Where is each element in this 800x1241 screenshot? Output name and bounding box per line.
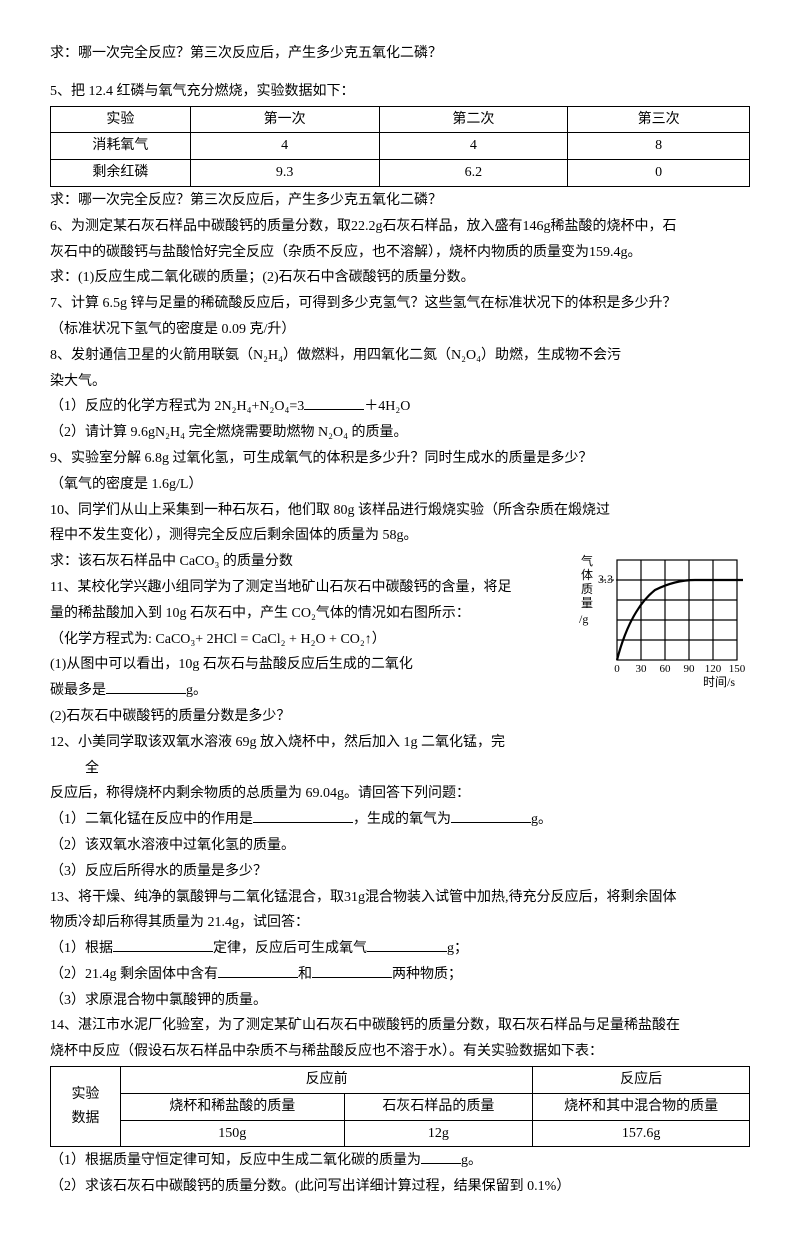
q12-l5: （3）反应后所得水的质量是多少？ bbox=[50, 860, 750, 884]
text: ，生成的氧气为 bbox=[353, 812, 451, 827]
blank-input[interactable] bbox=[451, 808, 531, 823]
x-label: 时间/s bbox=[703, 675, 735, 689]
q6-l3: 求：(1)反应生成二氧化碳的质量；(2)石灰石中含碳酸钙的质量分数。 bbox=[50, 266, 750, 290]
blank-input[interactable] bbox=[421, 1149, 461, 1164]
svg-text:150: 150 bbox=[729, 663, 746, 675]
blank-input[interactable] bbox=[253, 808, 353, 823]
y-label: 气 bbox=[581, 553, 593, 568]
q10-l1: 10、同学们从山上采集到一种石灰石，他们取 80g 该样品进行煅烧实验（所含杂质… bbox=[50, 499, 750, 523]
q10-l2: 程中不发生变化），测得完全反应后剩余固体的质量为 58g。 bbox=[50, 524, 750, 548]
blank-input[interactable] bbox=[106, 679, 186, 694]
q7-l2: （标准状况下氢气的密度是 0.09 克/升） bbox=[50, 318, 750, 342]
spacer bbox=[50, 68, 750, 78]
text: 和 bbox=[298, 967, 312, 982]
text: （1）根据质量守恒定律可知，反应中生成二氧化碳的质量为 bbox=[50, 1153, 421, 1168]
question-text: 求：哪一次完全反应？第三次反应后，产生多少克五氧化二磷？ bbox=[50, 42, 750, 66]
cell: 第三次 bbox=[568, 106, 750, 133]
cell: 反应前 bbox=[120, 1067, 532, 1094]
cell: 0 bbox=[568, 160, 750, 187]
y-unit: /g bbox=[579, 612, 588, 626]
cell: 消耗氧气 bbox=[51, 133, 191, 160]
cell: 剩余红磷 bbox=[51, 160, 191, 187]
y-label: 量 bbox=[581, 596, 593, 610]
y-tick-label: 3.3 bbox=[598, 572, 613, 586]
cell: 烧杯和其中混合物的质量 bbox=[533, 1093, 750, 1120]
cell: 第二次 bbox=[379, 106, 568, 133]
blank-input[interactable] bbox=[367, 937, 447, 952]
cell: 石灰石样品的质量 bbox=[344, 1093, 533, 1120]
cell: 6.2 bbox=[379, 160, 568, 187]
cell: 烧杯和稀盐酸的质量 bbox=[120, 1093, 344, 1120]
text: 定律，反应后可生成氧气 bbox=[213, 941, 367, 956]
q8-l3: （1）反应的化学方程式为 2N₂H₄+N₂O₄=3 ＋4H₂O bbox=[50, 395, 750, 419]
grid bbox=[617, 560, 737, 660]
q5-table: 实验 第一次 第二次 第三次 消耗氧气 4 4 8 剩余红磷 9.3 6.2 0 bbox=[50, 106, 750, 187]
q13-l3: （1）根据 定律，反应后可生成氧气 g； bbox=[50, 937, 750, 961]
text: （2）21.4g 剩余固体中含有 bbox=[50, 967, 218, 982]
q13-l1: 13、将干燥、纯净的氯酸钾与二氧化锰混合，取31g混合物装入试管中加热,待充分反… bbox=[50, 886, 750, 910]
cell: 8 bbox=[568, 133, 750, 160]
q14-l3: （1）根据质量守恒定律可知，反应中生成二氧化碳的质量为 g。 bbox=[50, 1149, 750, 1173]
text: ＋4H₂O bbox=[364, 399, 410, 414]
x-ticks: 0 30 60 90 120 150 bbox=[614, 663, 746, 675]
text: 碳最多是 bbox=[50, 683, 106, 698]
q13-l4: （2）21.4g 剩余固体中含有 和 两种物质； bbox=[50, 963, 750, 987]
text: 两种物质； bbox=[392, 967, 462, 982]
cell: 150g bbox=[120, 1120, 344, 1147]
text: g。 bbox=[186, 683, 207, 698]
q12-l1b: 全 bbox=[50, 757, 750, 781]
cell: 157.6g bbox=[533, 1120, 750, 1147]
q7-l1: 7、计算 6.5g 锌与足量的稀硫酸反应后，可得到多少克氢气？这些氢气在标准状况… bbox=[50, 292, 750, 316]
y-label: 质 bbox=[581, 582, 593, 596]
q5-after: 求：哪一次完全反应？第三次反应后，产生多少克五氧化二磷？ bbox=[50, 189, 750, 213]
cell: 反应后 bbox=[533, 1067, 750, 1094]
q12-l3: （1）二氧化锰在反应中的作用是 ，生成的氧气为 g。 bbox=[50, 808, 750, 832]
cell: 实验 bbox=[51, 106, 191, 133]
q6-l2: 灰石中的碳酸钙与盐酸恰好完全反应（杂质不反应，也不溶解），烧杯内物质的质量变为1… bbox=[50, 241, 750, 265]
y-label: 体 bbox=[581, 568, 593, 582]
text: （1）反应的化学方程式为 2N₂H₄+N₂O₄=3 bbox=[50, 399, 304, 414]
q9-l2: （氧气的密度是 1.6g/L） bbox=[50, 473, 750, 497]
q14-l2: 烧杯中反应（假设石灰石样品中杂质不与稀盐酸反应也不溶于水）。有关实验数据如下表： bbox=[50, 1040, 750, 1064]
text: g。 bbox=[461, 1153, 482, 1168]
svg-text:120: 120 bbox=[705, 663, 722, 675]
q12-l1: 12、小美同学取该双氧水溶液 69g 放入烧杯中，然后加入 1g 二氧化锰，完 bbox=[50, 731, 750, 755]
q8-l1: 8、发射通信卫星的火箭用联氨（N₂H₄）做燃料，用四氧化二氮（N₂O₄）助燃，生… bbox=[50, 344, 750, 368]
q6-l1: 6、为测定某石灰石样品中碳酸钙的质量分数，取22.2g石灰石样品，放入盛有146… bbox=[50, 215, 750, 239]
q13-l5: （3）求原混合物中氯酸钾的质量。 bbox=[50, 989, 750, 1013]
cell: 4 bbox=[379, 133, 568, 160]
q14-l4: （2）求该石灰石中碳酸钙的质量分数。(此问写出详细计算过程，结果保留到 0.1%… bbox=[50, 1175, 750, 1199]
text: （1）根据 bbox=[50, 941, 113, 956]
text: g； bbox=[447, 941, 468, 956]
q5-intro: 5、把 12.4 红磷与氧气充分燃烧，实验数据如下： bbox=[50, 80, 750, 104]
q8-l4: （2）请计算 9.6gN₂H₄ 完全燃烧需要助燃物 N₂O₄ 的质量。 bbox=[50, 421, 750, 445]
q12-l4: （2）该双氧水溶液中过氧化氢的质量。 bbox=[50, 834, 750, 858]
q14-l1: 14、湛江市水泥厂化验室，为了测定某矿山石灰石中碳酸钙的质量分数，取石灰石样品与… bbox=[50, 1014, 750, 1038]
q9-l1: 9、实验室分解 6.8g 过氧化氢，可生成氧气的体积是多少升？同时生成水的质量是… bbox=[50, 447, 750, 471]
text: （1）二氧化锰在反应中的作用是 bbox=[50, 812, 253, 827]
svg-text:30: 30 bbox=[636, 663, 648, 675]
svg-text:0: 0 bbox=[614, 663, 620, 675]
q12-l2: 反应后，称得烧杯内剩余物质的总质量为 69.04g。请回答下列问题： bbox=[50, 782, 750, 806]
cell: 12g bbox=[344, 1120, 533, 1147]
q14-table: 实验数据 反应前 反应后 烧杯和稀盐酸的质量 石灰石样品的质量 烧杯和其中混合物… bbox=[50, 1066, 750, 1147]
text: g。 bbox=[531, 812, 552, 827]
q11-graph: 气 体 质 量 /g 3.3 0 30 60 90 120 150 时间/s bbox=[575, 550, 750, 709]
svg-text:60: 60 bbox=[660, 663, 672, 675]
cell: 9.3 bbox=[190, 160, 379, 187]
blank-input[interactable] bbox=[312, 963, 392, 978]
blank-input[interactable] bbox=[113, 937, 213, 952]
q13-l2: 物质冷却后称得其质量为 21.4g，试回答： bbox=[50, 911, 750, 935]
blank-input[interactable] bbox=[304, 395, 364, 410]
svg-text:90: 90 bbox=[684, 663, 696, 675]
blank-input[interactable] bbox=[218, 963, 298, 978]
cell: 第一次 bbox=[190, 106, 379, 133]
cell: 实验数据 bbox=[51, 1067, 121, 1147]
cell: 4 bbox=[190, 133, 379, 160]
q8-l2: 染大气。 bbox=[50, 370, 750, 394]
